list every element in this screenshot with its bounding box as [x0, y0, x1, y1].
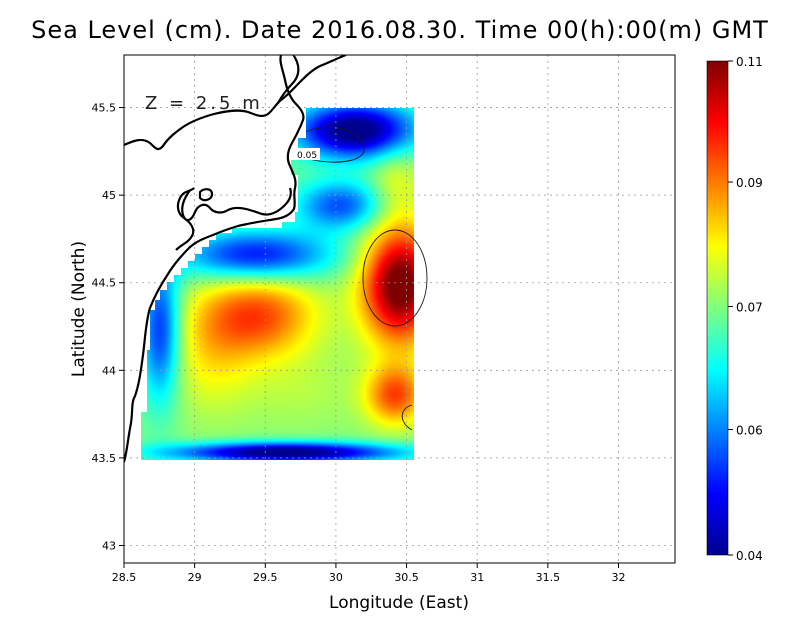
contour-line-high	[362, 229, 428, 327]
x-tick-label: 30	[329, 571, 343, 584]
contour-line-low	[303, 126, 365, 163]
coastline-north	[277, 55, 300, 104]
land-mask	[124, 106, 306, 450]
coastline-main	[124, 55, 305, 463]
colorbar-ticks: 0.11 0.09 0.07 0.06 0.04	[728, 55, 763, 563]
x-tick-label: 28.5	[112, 571, 137, 584]
y-tick-label: 43.5	[92, 452, 117, 465]
grid-lines	[124, 55, 675, 563]
contour-line-small	[401, 404, 413, 431]
depth-label: Z = 2.5 m	[145, 93, 263, 114]
x-tick-label: 29.5	[253, 571, 278, 584]
y-tick-label: 45.5	[92, 102, 117, 115]
y-tick-label: 44.5	[92, 277, 117, 290]
x-tick-label: 31	[470, 571, 484, 584]
coastline	[124, 55, 347, 463]
x-tick-label: 29	[188, 571, 202, 584]
colorbar-tick-label: 0.04	[736, 549, 763, 563]
y-tick-label: 44	[102, 364, 116, 377]
map-title: Sea Level (cm). Date 2016.08.30. Time 00…	[31, 16, 769, 44]
x-tick-label: 32	[611, 571, 625, 584]
colorbar-tick-label: 0.09	[736, 176, 763, 190]
coastline-bay	[175, 187, 195, 251]
x-tick-label: 30.5	[394, 571, 419, 584]
colorbar-tick-label: 0.07	[736, 301, 763, 315]
contour-label-box	[296, 148, 320, 160]
plot-frame	[123, 54, 676, 564]
y-tick-label: 45	[102, 189, 116, 202]
colorbar-tick-label: 0.11	[736, 55, 763, 69]
y-axis-ticks: 43 43.5 44 44.5 45 45.5	[92, 102, 124, 552]
y-axis-label: Latitude (North)	[69, 241, 89, 377]
sea-level-field	[124, 106, 428, 460]
x-axis-label: Longitude (East)	[329, 593, 469, 613]
y-tick-label: 43	[102, 539, 116, 552]
colorbar-tick-label: 0.06	[736, 424, 763, 438]
coastline-islet	[198, 188, 214, 202]
colorbar	[706, 60, 729, 556]
x-axis-ticks: 28.5 29 29.5 30 30.5 31 31.5 32	[112, 563, 625, 584]
contour-label: 0.05	[297, 151, 317, 161]
coastline-lagoon	[124, 55, 347, 151]
x-tick-label: 31.5	[536, 571, 561, 584]
